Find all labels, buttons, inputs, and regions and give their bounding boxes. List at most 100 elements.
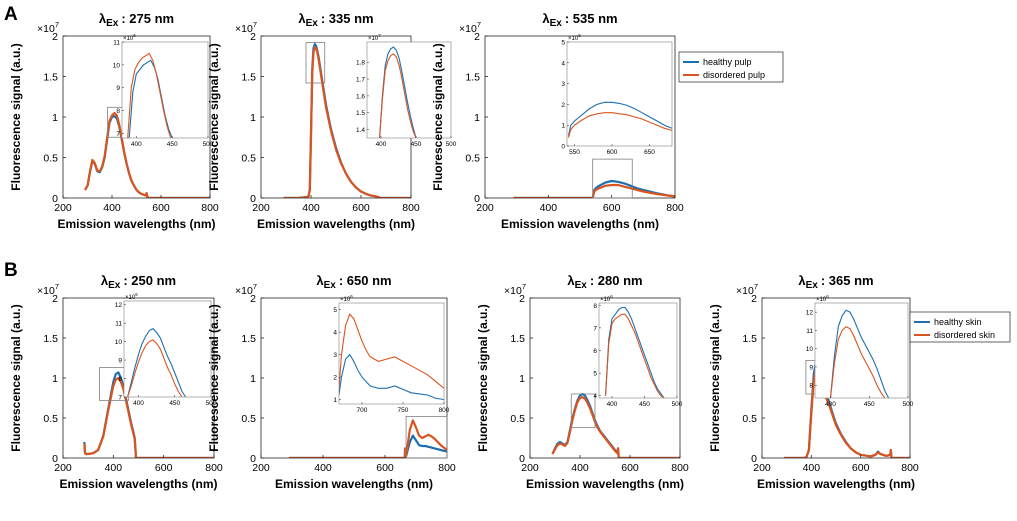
y-tick-label: 0	[474, 193, 480, 205]
inset-plot: 400 450 500 1.4 1.5 1.6 1.7 1.8 ×107	[356, 33, 457, 148]
inset-exponent-label: ×106	[340, 294, 353, 303]
inset-x-tick-label: 450	[169, 400, 180, 407]
y-tick-label: 2	[519, 293, 525, 305]
inset-exponent-label: ×106	[125, 292, 138, 301]
series-line-2	[283, 46, 411, 198]
inset-y-tick-label: 4	[333, 330, 337, 337]
x-axis-label: Emission wavelengths (nm)	[59, 477, 217, 491]
x-tick-label: 200	[252, 202, 270, 214]
inset-y-tick-label: 9	[116, 85, 120, 92]
inset-frame	[121, 41, 209, 139]
y-tick-label: 2	[250, 31, 256, 43]
inset-y-tick-label: 8	[118, 376, 122, 383]
y-tick-label: 2	[474, 31, 480, 43]
inset-series-line-1	[829, 309, 890, 398]
inset-y-tick-label: 1.5	[356, 110, 365, 117]
inset-x-tick-label: 750	[398, 407, 409, 414]
chart-title: λEx: 335 nm	[298, 11, 373, 29]
title-lambda: λ	[542, 11, 550, 26]
inset-series-line-2	[339, 313, 444, 389]
zoom-box	[405, 415, 448, 459]
inset-y-tick-label: 7	[593, 325, 597, 332]
y-tick-label: 0.5	[465, 153, 480, 165]
legend-box	[909, 311, 1011, 343]
title-subscript: Ex	[575, 280, 588, 291]
y-tick-label: 1	[519, 373, 525, 385]
y-tick-label: 0	[250, 193, 256, 205]
title-subscript: Ex	[806, 280, 819, 291]
inset-y-tick-label: 2	[561, 102, 565, 109]
panel-label-a: A	[4, 4, 18, 25]
series-group	[288, 419, 447, 458]
title-subscript: Ex	[324, 280, 337, 291]
inset-frame	[566, 41, 673, 147]
y-tick-label: 0.5	[43, 153, 58, 165]
y-axis-label: Fluorescence signal (a.u.)	[9, 43, 23, 190]
title-value: : 335 nm	[321, 11, 374, 26]
y-tick-label: 0	[519, 453, 525, 465]
series-group	[784, 359, 910, 458]
y-axis-label: Fluorescence signal (a.u.)	[708, 304, 722, 451]
inset-y-tick-label: 4	[561, 60, 565, 67]
x-tick-label: 800	[402, 202, 420, 214]
inset-frame	[338, 302, 445, 405]
y-exponent-label: ×107	[37, 20, 59, 35]
chart-b1: λEx: 250 nm ×107 200 400 600 800 0 0.5 1 1.5 2 Emis…	[9, 273, 223, 491]
chart-a1: λEx: 275 nm ×107 200 400 600 800 0 0.5 1 1.5 2 Emis…	[9, 11, 219, 231]
inset-y-tick-label: 9	[809, 364, 813, 371]
inset-y-tick-label: 5	[333, 307, 337, 314]
inset-series-line-2	[127, 339, 183, 397]
chart-b4: λEx: 365 nm ×107 200 400 600 800 0 0.5 1 1.5 2 Emis…	[708, 273, 1011, 491]
x-tick-label: 600	[352, 202, 370, 214]
legend-label-2: disordered skin	[934, 330, 995, 340]
y-exponent-label: ×107	[235, 282, 257, 297]
x-tick-label: 600	[603, 202, 621, 214]
inset-y-tick-label: 10	[115, 339, 123, 346]
inset-x-tick-label: 450	[411, 141, 422, 148]
y-tick-label: 1.5	[465, 72, 480, 84]
x-tick-label: 200	[54, 202, 72, 214]
x-tick-label: 800	[205, 462, 223, 474]
title-subscript: Ex	[106, 18, 119, 29]
inset-y-tick-label: 1	[561, 123, 565, 130]
y-tick-label: 0.5	[510, 413, 525, 425]
y-tick-label: 0.5	[241, 153, 256, 165]
y-tick-label: 0	[52, 193, 58, 205]
inset-frame	[123, 300, 212, 398]
inset-y-tick-label: 1.7	[356, 77, 365, 84]
inset-x-tick-label: 800	[439, 407, 450, 414]
x-tick-label: 400	[302, 202, 320, 214]
inset-series-line-1	[127, 328, 187, 397]
series-group	[513, 179, 675, 198]
y-tick-label: 0.5	[43, 413, 58, 425]
chart-title: λEx: 365 nm	[798, 273, 873, 291]
inset-plot: 400 450 500 8 9 10 11 12×106	[806, 294, 914, 408]
inset-exponent-label: ×106	[568, 33, 581, 42]
chart-b3: λEx: 280 nm ×107 200 400 600 800 0 0.5 1 1.5 2 Emis…	[476, 273, 689, 491]
y-tick-label: 2	[52, 293, 58, 305]
inset-x-tick-label: 400	[825, 401, 836, 408]
y-tick-label: 1.5	[742, 333, 757, 345]
chart-title: λEx: 250 nm	[101, 273, 176, 291]
title-value: : 650 nm	[339, 273, 392, 288]
title-value: : 535 nm	[565, 11, 618, 26]
x-tick-label: 800	[666, 202, 684, 214]
y-axis-label: Fluorescence signal (a.u.)	[476, 304, 490, 451]
x-tick-label: 200	[252, 462, 270, 474]
y-tick-label: 2	[250, 293, 256, 305]
y-tick-label: 1	[52, 112, 58, 124]
inset-y-tick-label: 9	[118, 358, 122, 365]
inset-x-tick-label: 550	[569, 149, 580, 156]
series-line-1	[288, 434, 447, 458]
y-tick-label: 1	[250, 373, 256, 385]
title-lambda: λ	[99, 11, 107, 26]
x-axis-label: Emission wavelengths (nm)	[526, 477, 684, 491]
zoom-box	[570, 393, 596, 428]
x-tick-label: 600	[621, 462, 639, 474]
x-axis-label: Emission wavelengths (nm)	[275, 477, 433, 491]
chart-a2: λEx: 335 nm ×107 200 400 600 800 0 0.5 1 1.5 2 Emis…	[207, 11, 457, 231]
x-axis-label: Emission wavelengths (nm)	[57, 217, 215, 231]
inset-y-tick-label: 11	[806, 328, 813, 335]
x-tick-label: 400	[540, 202, 558, 214]
